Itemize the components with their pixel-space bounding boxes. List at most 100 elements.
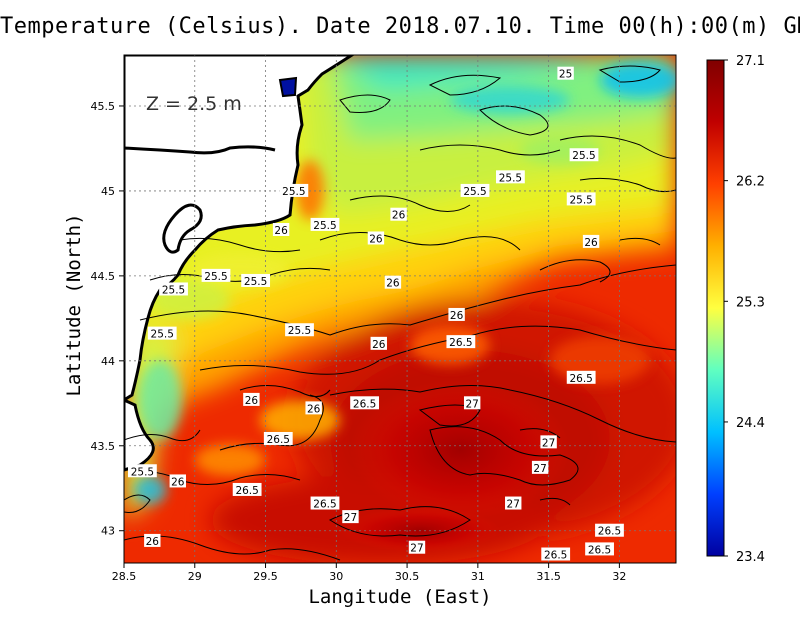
svg-text:26.5: 26.5 <box>267 434 290 446</box>
svg-text:26.5: 26.5 <box>588 544 611 556</box>
contour-label: 27 <box>540 435 557 449</box>
svg-text:26.5: 26.5 <box>235 485 258 497</box>
contour-label: 27 <box>463 396 481 410</box>
plot-frame <box>123 54 677 564</box>
colorbar-tick-label: 23.4 <box>736 550 765 565</box>
lake-outline <box>162 203 203 254</box>
x-tick-label: 31.5 <box>536 570 561 583</box>
x-tick-label: 28.5 <box>112 570 137 583</box>
svg-text:25.5: 25.5 <box>151 329 174 341</box>
svg-text:26.5: 26.5 <box>449 337 472 349</box>
y-tick-label: 44 <box>101 355 115 368</box>
contour-label: 26.5 <box>263 431 293 446</box>
svg-text:27: 27 <box>533 463 546 475</box>
colorbar-tick-label: 25.3 <box>736 295 765 310</box>
contour-label: 26.5 <box>595 523 624 538</box>
contour-label: 26.5 <box>446 335 476 349</box>
svg-text:27: 27 <box>507 499 520 511</box>
colorbar <box>706 59 725 557</box>
border-line <box>124 145 276 155</box>
svg-text:27: 27 <box>465 398 478 410</box>
svg-text:27: 27 <box>344 512 357 524</box>
contour-label: 26.5 <box>232 482 262 497</box>
x-axis-label: Langitude (East) <box>308 586 492 608</box>
contour-label: 25 <box>557 66 574 81</box>
contour-label: 26.5 <box>585 542 614 556</box>
contour-label: 26 <box>390 207 407 222</box>
contour-label: 26 <box>367 231 385 245</box>
contour-label: 26 <box>272 222 290 237</box>
svg-text:26.5: 26.5 <box>598 526 621 538</box>
contour-label: 26.5 <box>541 547 571 562</box>
contour-label: 25.5 <box>279 183 309 198</box>
contour-label: 26 <box>384 275 402 290</box>
contour-label: 25.5 <box>496 170 525 184</box>
svg-text:27: 27 <box>410 543 423 555</box>
svg-text:26: 26 <box>386 278 400 290</box>
colorbar-tick-label: 24.4 <box>736 416 765 431</box>
svg-text:26: 26 <box>245 395 259 407</box>
svg-text:25.5: 25.5 <box>313 220 336 232</box>
temperature-field <box>124 55 676 563</box>
contour-label: 25.5 <box>569 148 599 162</box>
depth-annotation: Z = 2.5 m <box>146 93 242 115</box>
contour-label: 25.5 <box>201 268 231 283</box>
svg-text:25: 25 <box>559 69 572 81</box>
contour-label: 25.5 <box>159 282 188 296</box>
contour-label: 25.5 <box>128 464 157 478</box>
svg-text:26: 26 <box>307 403 321 415</box>
x-tick-label: 31 <box>471 570 485 583</box>
svg-text:26: 26 <box>274 225 288 237</box>
contour-label: 27 <box>505 496 522 511</box>
svg-text:25.5: 25.5 <box>463 186 486 198</box>
svg-text:26.5: 26.5 <box>353 398 376 410</box>
contour-label: 26.5 <box>566 370 596 385</box>
svg-text:26: 26 <box>369 233 383 245</box>
x-tick-label: 29.5 <box>253 570 278 583</box>
y-tick-label: 43.5 <box>91 440 116 453</box>
y-tick-label: 43 <box>101 525 115 538</box>
svg-text:26.5: 26.5 <box>544 550 567 562</box>
svg-text:26: 26 <box>392 210 406 222</box>
contour-label: 26.5 <box>350 396 380 410</box>
contour-label: 27 <box>531 460 549 475</box>
contour-label: 26.5 <box>310 496 340 511</box>
svg-text:25.5: 25.5 <box>569 194 592 206</box>
contour-labels: 25 25.5 25.5 25.5 25.5 25.5 26 26 25.5 26 26 25.5 25… <box>128 66 624 562</box>
contour-label: 25.5 <box>566 192 596 206</box>
chart-title: Temperature (Celsius). Date 2018.07.10. … <box>0 14 800 39</box>
svg-text:26: 26 <box>372 339 386 351</box>
x-tick-label: 32 <box>612 570 626 583</box>
contour-label: 25.5 <box>310 217 340 232</box>
contour-label: 27 <box>342 510 359 524</box>
svg-text:26.5: 26.5 <box>313 499 336 511</box>
x-tick-label: 29 <box>188 570 202 583</box>
colorbar-tick-label: 26.2 <box>736 175 765 190</box>
svg-text:26: 26 <box>146 536 160 548</box>
svg-text:26: 26 <box>584 237 598 249</box>
colorbar-ticks: 23.4 24.4 25.3 26.2 27.1 <box>724 54 765 565</box>
y-tick-label: 45 <box>101 185 115 198</box>
colorbar-tick-label: 27.1 <box>736 54 765 69</box>
svg-text:25.5: 25.5 <box>131 466 154 478</box>
x-axis: 28.5 29 29.5 30 30.5 31 31.5 32 <box>112 563 626 583</box>
contour-label: 26 <box>243 392 260 407</box>
contour-label: 26 <box>169 474 186 488</box>
svg-text:25.5: 25.5 <box>499 172 522 184</box>
x-tick-label: 30 <box>329 570 343 583</box>
contour-label: 26 <box>448 307 465 322</box>
svg-text:25.5: 25.5 <box>572 150 595 162</box>
y-tick-label: 44.5 <box>91 270 116 283</box>
contour-label: 26 <box>582 234 600 249</box>
contour-label: 25.5 <box>147 326 177 341</box>
svg-text:26: 26 <box>171 476 185 488</box>
y-axis-label: Latitude (North) <box>63 213 85 397</box>
svg-text:26: 26 <box>450 310 464 322</box>
x-tick-label: 30.5 <box>395 570 420 583</box>
svg-text:25.5: 25.5 <box>282 186 305 198</box>
contour-label: 26 <box>370 336 387 351</box>
svg-text:25.5: 25.5 <box>162 284 185 296</box>
y-tick-label: 45.5 <box>91 100 116 113</box>
svg-text:26.5: 26.5 <box>569 373 592 385</box>
